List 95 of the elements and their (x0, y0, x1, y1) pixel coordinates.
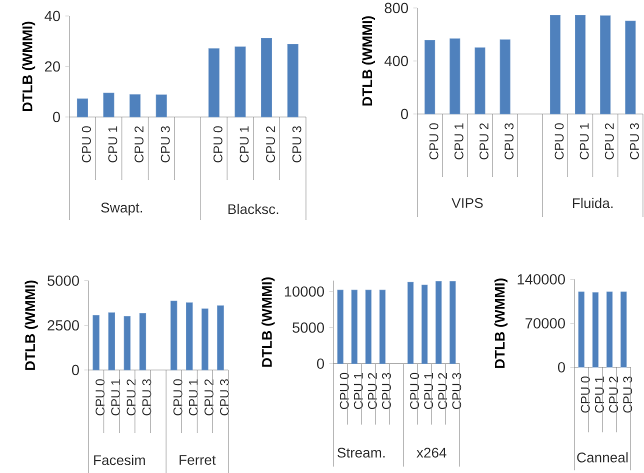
x-tick-label: CPU 0 (96, 379, 105, 416)
bar (170, 300, 178, 370)
x-tick-label: CPU 3 (142, 379, 152, 416)
y-tick-label: 10000 (284, 286, 324, 297)
text: VIPS (452, 198, 483, 208)
bar (208, 48, 220, 118)
bar (450, 38, 460, 114)
y-tick-label: 2500 (48, 320, 79, 331)
x-tick-label: CPU 0 (213, 126, 222, 162)
y-axis-title: DTLB (WMMI) (262, 277, 275, 367)
text: Ferret (180, 455, 216, 465)
y-axis-title: DTLB (WMMI) (494, 278, 508, 368)
text: Swapt. (101, 202, 142, 216)
bar (436, 281, 442, 364)
y-tick-label: 0 (558, 362, 565, 372)
x-tick-label: CPU 2 (604, 123, 614, 160)
x-tick-label: CPU 3 (452, 372, 462, 410)
y-tick-label: 140000 (518, 274, 565, 284)
bar (351, 290, 358, 364)
x-tick-label: CPU 1 (424, 373, 434, 410)
y-tick-label: 20 (45, 61, 60, 72)
bar (600, 15, 611, 114)
x-tick-label: CPU 2 (126, 379, 136, 416)
x-tick-label: CPU 3 (623, 376, 632, 413)
bar (186, 302, 193, 370)
x-tick-label: CPU 1 (580, 123, 589, 160)
x-tick-label: CPU 1 (594, 376, 604, 413)
bar (407, 282, 414, 364)
y-tick-label: 0 (401, 108, 408, 120)
y-axis-title: DTLB (WMMI) (362, 16, 375, 106)
y-axis-title: DTLB (WMMI) (24, 280, 38, 370)
bar (202, 308, 208, 370)
bar (287, 44, 298, 118)
bar (217, 305, 224, 370)
bar (124, 316, 131, 370)
x-tick-label: CPU 1 (240, 126, 249, 162)
bar (474, 47, 486, 114)
x-tick-label: CPU 1 (354, 373, 363, 410)
x-tick-label: CPU 3 (504, 123, 514, 160)
bar (108, 312, 116, 370)
x-tick-label: CPU 0 (580, 376, 590, 413)
x-tick-label: CPU 1 (111, 379, 120, 416)
x-tick-label: CPU 3 (292, 126, 302, 162)
bar (156, 94, 167, 118)
bar (550, 15, 561, 114)
bar (92, 315, 100, 370)
text: Facesim (94, 454, 145, 466)
x-tick-label: CPU 2 (609, 376, 618, 413)
y-tick-label: 0 (72, 364, 79, 376)
y-tick-label: 70000 (526, 318, 565, 328)
bar (575, 15, 586, 114)
bar (234, 46, 246, 118)
y-tick-label: 5000 (48, 276, 79, 286)
x-tick-label: CPU 2 (480, 123, 488, 160)
text: Fluida. (572, 198, 613, 208)
x-tick-label: CPU 0 (429, 123, 438, 160)
text: Stream. (338, 448, 385, 458)
y-tick-label: 400 (384, 56, 408, 66)
y-axis-title: DTLB (WMMI) (22, 22, 36, 112)
text: Canneal (577, 452, 628, 462)
bar (139, 313, 146, 370)
x-tick-label: CPU 1 (454, 123, 464, 160)
y-tick-label: 40 (44, 10, 60, 22)
bar (450, 281, 456, 364)
bar (365, 290, 372, 364)
x-tick-label: CPU 2 (438, 373, 448, 410)
y-tick-label: 5000 (292, 322, 324, 333)
x-tick-label: CPU 3 (630, 123, 639, 160)
bar (103, 92, 114, 118)
bar (500, 39, 510, 114)
x-tick-label: CPU 3 (160, 126, 170, 162)
x-tick-label: CPU 0 (340, 372, 349, 410)
bar (422, 284, 428, 364)
y-tick-label: 0 (317, 358, 324, 369)
text: x264 (416, 448, 446, 458)
x-tick-label: CPU 2 (368, 373, 377, 410)
bar (130, 94, 141, 118)
x-tick-label: CPU 2 (134, 126, 144, 162)
y-tick-label: 0 (52, 112, 60, 122)
x-tick-label: CPU 0 (173, 379, 182, 416)
bar (625, 20, 636, 114)
x-tick-label: CPU 1 (188, 379, 198, 416)
y-tick-label: 800 (384, 2, 408, 14)
x-tick-label: CPU 0 (410, 372, 420, 410)
x-tick-label: CPU 0 (82, 126, 91, 162)
x-tick-label: CPU 1 (108, 126, 118, 162)
bar (261, 38, 272, 118)
bar (337, 290, 344, 364)
bar (76, 98, 88, 118)
x-tick-label: CPU 2 (266, 126, 276, 162)
text: Blacksc. (228, 204, 278, 214)
bar (379, 290, 386, 364)
x-tick-label: CPU 3 (382, 372, 391, 410)
bar (424, 40, 436, 114)
x-tick-label: CPU 0 (554, 123, 564, 160)
